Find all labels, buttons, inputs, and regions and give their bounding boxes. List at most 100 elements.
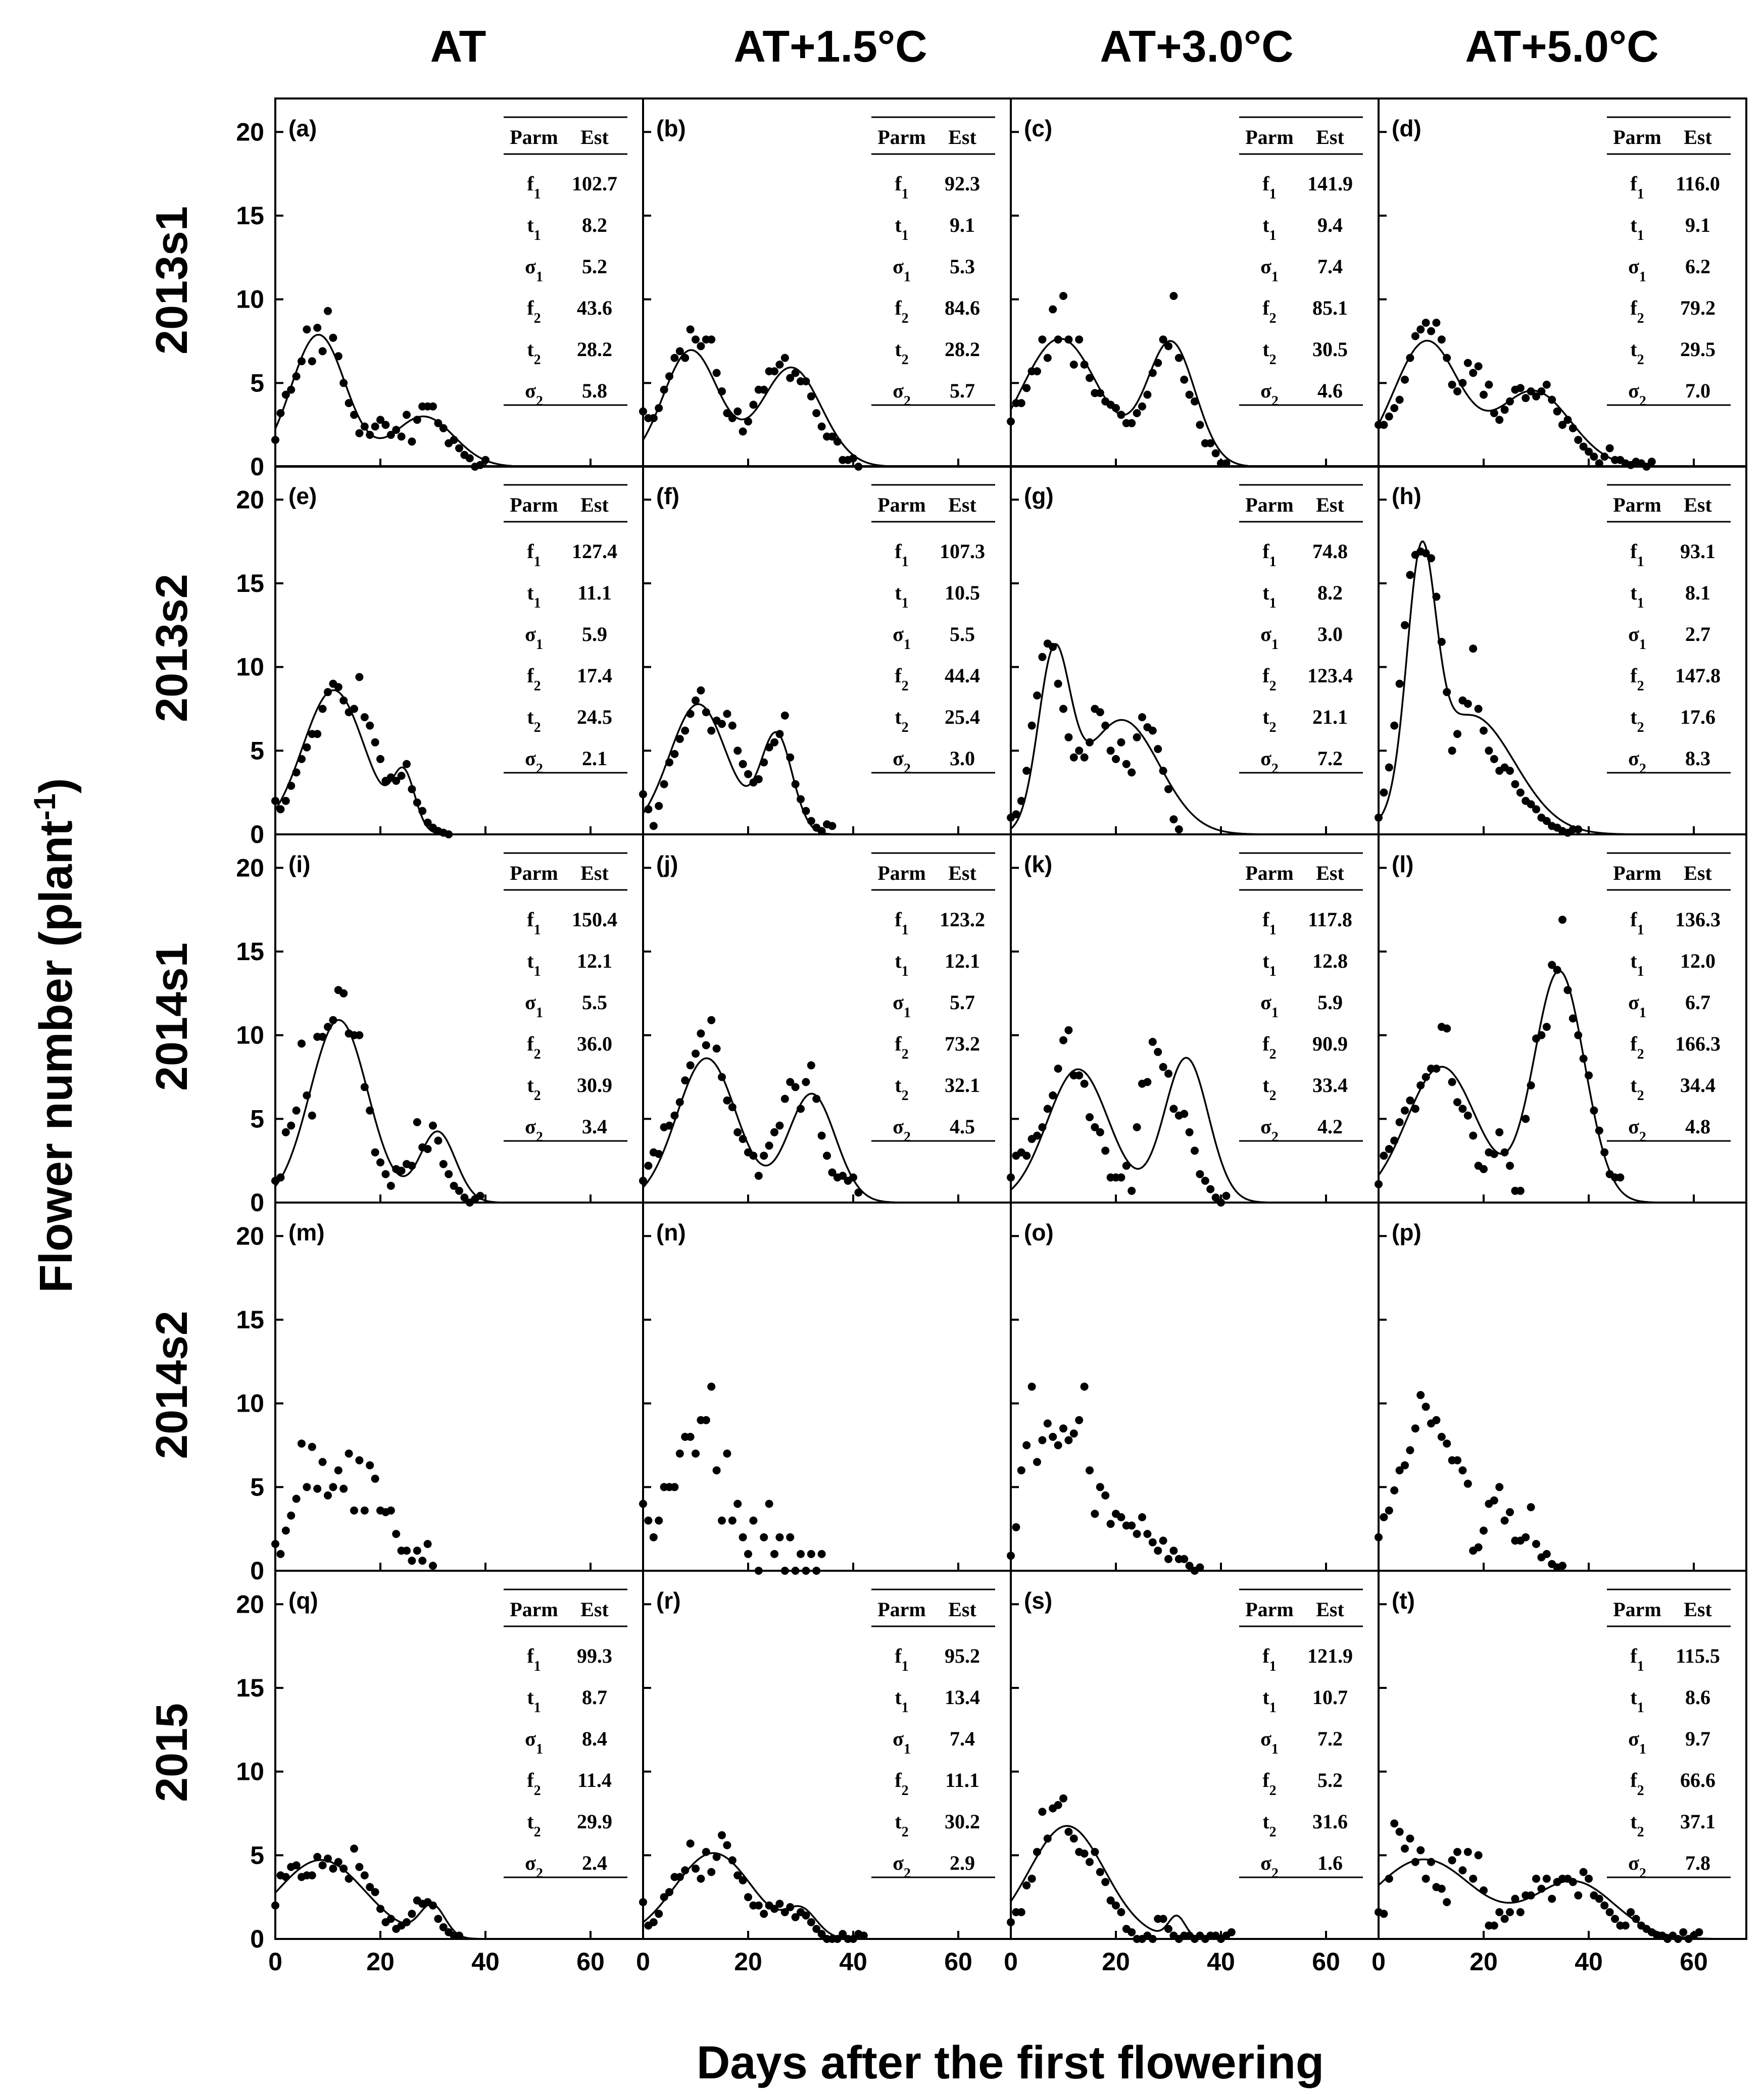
- param-subscript: 1: [902, 595, 909, 611]
- data-point: [1522, 1115, 1530, 1123]
- param-value: 12.1: [945, 950, 980, 972]
- data-point: [728, 1103, 737, 1112]
- data-point: [1064, 1436, 1073, 1444]
- param-subscript: 1: [904, 269, 911, 285]
- param-value: 95.2: [945, 1644, 980, 1667]
- param-value: 74.8: [1312, 540, 1348, 563]
- data-point: [1695, 1928, 1703, 1936]
- param-symbol: f: [1262, 172, 1269, 195]
- panel-label: (e): [288, 483, 317, 509]
- data-point: [712, 1044, 721, 1053]
- data-point: [1211, 1193, 1220, 1202]
- param-subscript: 2: [1269, 1783, 1277, 1799]
- table-header-est: Est: [948, 862, 976, 884]
- data-point: [1196, 1563, 1204, 1572]
- data-point: [1416, 325, 1425, 334]
- param-value: 99.3: [577, 1644, 612, 1667]
- param-subscript: 1: [534, 922, 541, 938]
- data-point: [655, 802, 663, 810]
- data-point: [1569, 424, 1577, 432]
- param-value: 32.1: [945, 1074, 980, 1096]
- param-value: 30.9: [577, 1074, 612, 1096]
- param-symbol: σ: [893, 991, 904, 1014]
- data-point: [1096, 1483, 1104, 1491]
- param-name: σ1: [893, 1727, 911, 1757]
- param-name: f1: [1262, 1644, 1276, 1674]
- data-point: [355, 1031, 364, 1039]
- data-point: [1049, 1091, 1057, 1100]
- param-subscript: 2: [1637, 311, 1644, 326]
- x-tick-label: 0: [1371, 1948, 1386, 1976]
- data-point: [1495, 1483, 1504, 1491]
- data-point: [276, 1550, 285, 1558]
- x-tick-label: 0: [1004, 1948, 1018, 1976]
- data-point: [1621, 1921, 1630, 1930]
- data-point: [303, 1091, 311, 1100]
- param-subscript: 1: [1637, 1659, 1644, 1674]
- panel-label: (q): [288, 1587, 318, 1614]
- data-point: [1106, 1520, 1115, 1528]
- param-value: 2.7: [1685, 623, 1710, 645]
- data-point: [660, 1893, 668, 1902]
- data-point: [1380, 788, 1388, 797]
- param-name: σ1: [1260, 623, 1279, 653]
- param-name: f1: [1630, 172, 1644, 202]
- data-point: [1043, 1834, 1052, 1843]
- data-point: [739, 1135, 747, 1143]
- table-header-est: Est: [1316, 1598, 1344, 1621]
- data-point: [1059, 1424, 1067, 1433]
- data-point: [723, 409, 731, 417]
- param-symbol: t: [1262, 338, 1269, 361]
- data-point: [1154, 1048, 1162, 1056]
- param-symbol: f: [895, 296, 902, 319]
- data-point: [802, 1911, 810, 1920]
- data-point: [1611, 1915, 1619, 1923]
- data-point: [313, 324, 322, 332]
- data-point: [707, 1382, 716, 1391]
- param-subscript: 1: [1637, 964, 1644, 979]
- data-point: [303, 325, 311, 334]
- data-point: [1516, 1186, 1525, 1195]
- param-value: 6.2: [1685, 255, 1710, 278]
- data-point: [1164, 1069, 1172, 1078]
- param-symbol: f: [1262, 1644, 1269, 1667]
- data-point: [1542, 817, 1551, 825]
- param-name: f1: [1262, 172, 1276, 202]
- table-header-est: Est: [580, 126, 609, 148]
- data-point: [1401, 1844, 1409, 1853]
- param-name: t1: [527, 214, 541, 243]
- data-point: [1159, 767, 1167, 775]
- param-symbol: f: [527, 1769, 534, 1791]
- data-point: [770, 1905, 778, 1913]
- data-point: [797, 795, 805, 804]
- param-name: t2: [895, 338, 908, 368]
- data-point: [807, 1061, 815, 1070]
- data-point: [1112, 755, 1120, 763]
- data-point: [660, 385, 668, 394]
- param-symbol: σ: [525, 1727, 536, 1750]
- data-point: [476, 1191, 484, 1200]
- param-subscript: 1: [534, 1659, 541, 1674]
- data-point: [754, 1172, 763, 1180]
- data-point: [339, 1864, 348, 1873]
- param-symbol: σ: [525, 1852, 536, 1874]
- data-point: [770, 1550, 778, 1558]
- param-value: 8.7: [582, 1686, 607, 1709]
- param-subscript: 1: [534, 186, 541, 202]
- data-point: [675, 735, 684, 743]
- data-point: [1227, 1928, 1236, 1936]
- data-point: [749, 401, 758, 409]
- x-tick-label: 40: [471, 1948, 500, 1976]
- data-point: [408, 785, 416, 793]
- param-symbol: f: [1262, 540, 1269, 563]
- param-subscript: 2: [1637, 352, 1644, 368]
- param-subscript: 2: [536, 1866, 543, 1881]
- param-subscript: 2: [1269, 1824, 1277, 1840]
- table-header-est: Est: [1684, 126, 1712, 148]
